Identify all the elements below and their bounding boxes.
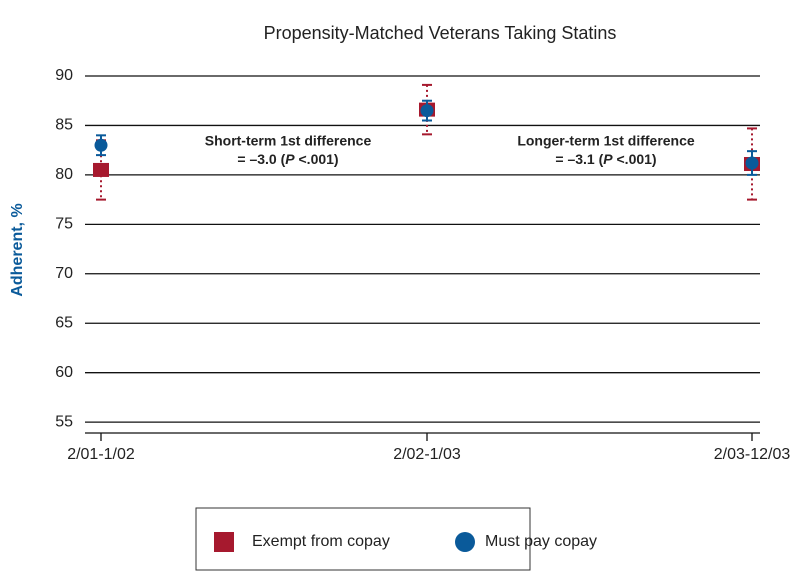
y-tick-label: 85: [55, 117, 73, 134]
y-tick-label: 55: [55, 413, 73, 430]
annotation-part: P: [285, 151, 295, 167]
y-tick-label: 65: [55, 314, 73, 331]
legend-swatch: [214, 532, 234, 552]
y-axis-label: Adherent, %: [9, 203, 26, 296]
annotation: = –3.0 (P <.001): [237, 151, 338, 167]
y-tick-label: 75: [55, 216, 73, 233]
legend-box: [195, 507, 531, 571]
annotation-part: <.001): [613, 151, 657, 167]
chart-title: Propensity-Matched Veterans Taking Stati…: [264, 23, 617, 43]
legend-label: Must pay copay: [485, 533, 597, 550]
annotation-part: P: [603, 151, 613, 167]
x-tick-label: 2/01-1/02: [67, 446, 135, 463]
marker-circle: [94, 138, 108, 152]
annotation: = –3.1 (P <.001): [555, 151, 656, 167]
y-tick-label: 80: [55, 166, 73, 183]
x-tick-label: 2/03-12/03: [714, 446, 791, 463]
marker-square: [93, 162, 109, 177]
annotation: Longer-term 1st difference: [517, 133, 695, 149]
y-tick-label: 70: [55, 265, 73, 282]
x-tick-label: 2/02-1/03: [393, 446, 461, 463]
y-tick-label: 60: [55, 364, 73, 381]
marker-circle: [420, 104, 434, 118]
annotation-part: = –3.0 (: [237, 151, 285, 167]
error-bar: [422, 83, 432, 136]
annotation: Short-term 1st difference: [205, 133, 372, 149]
annotation-part: <.001): [295, 151, 339, 167]
legend-swatch: [455, 532, 475, 552]
legend-label: Exempt from copay: [252, 533, 390, 550]
marker-circle: [745, 156, 759, 170]
annotation-part: = –3.1 (: [555, 151, 603, 167]
y-tick-label: 90: [55, 67, 73, 84]
